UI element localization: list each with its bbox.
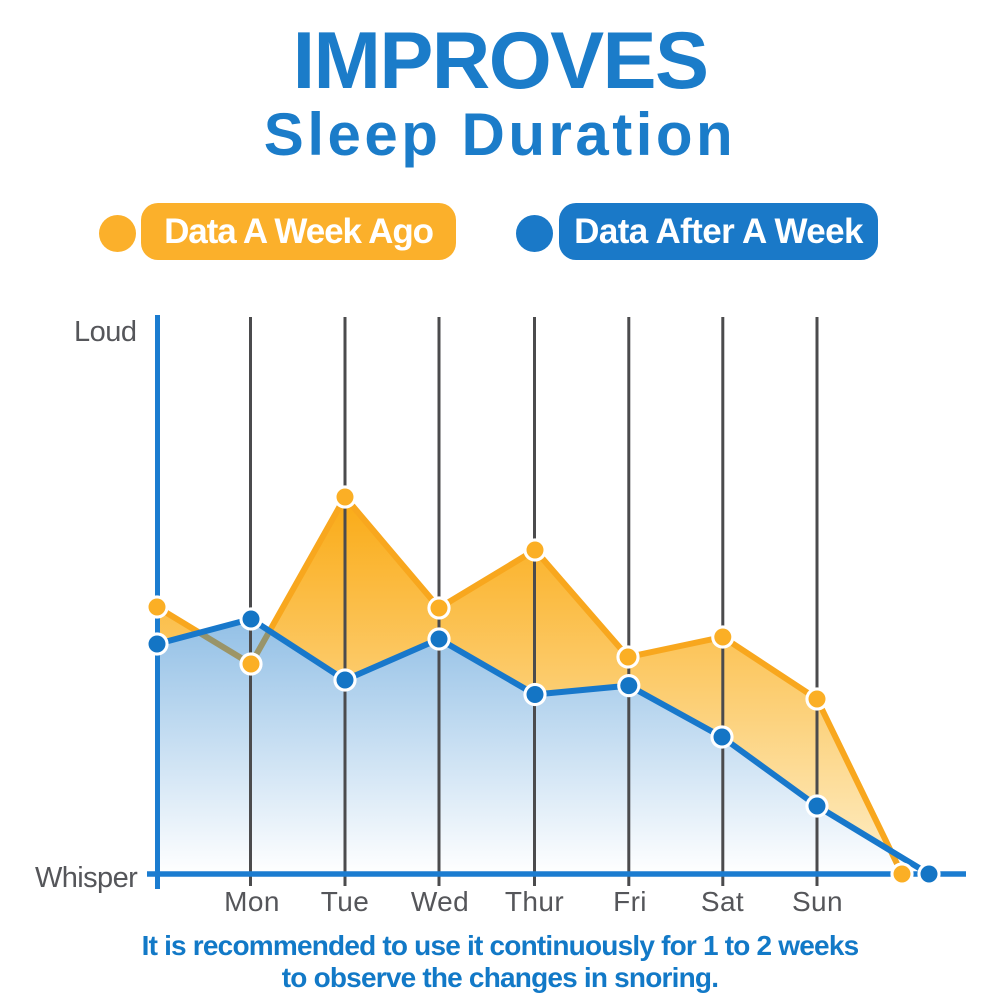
svg-text:Thur: Thur (505, 886, 564, 917)
svg-text:Sun: Sun (792, 886, 843, 917)
svg-text:Fri: Fri (613, 886, 647, 917)
svg-text:Whisper: Whisper (35, 862, 138, 894)
svg-text:Wed: Wed (411, 886, 469, 917)
svg-text:Sat: Sat (701, 886, 744, 917)
svg-text:Mon: Mon (224, 886, 280, 917)
svg-text:Loud: Loud (74, 316, 137, 348)
svg-text:Tue: Tue (321, 886, 369, 917)
